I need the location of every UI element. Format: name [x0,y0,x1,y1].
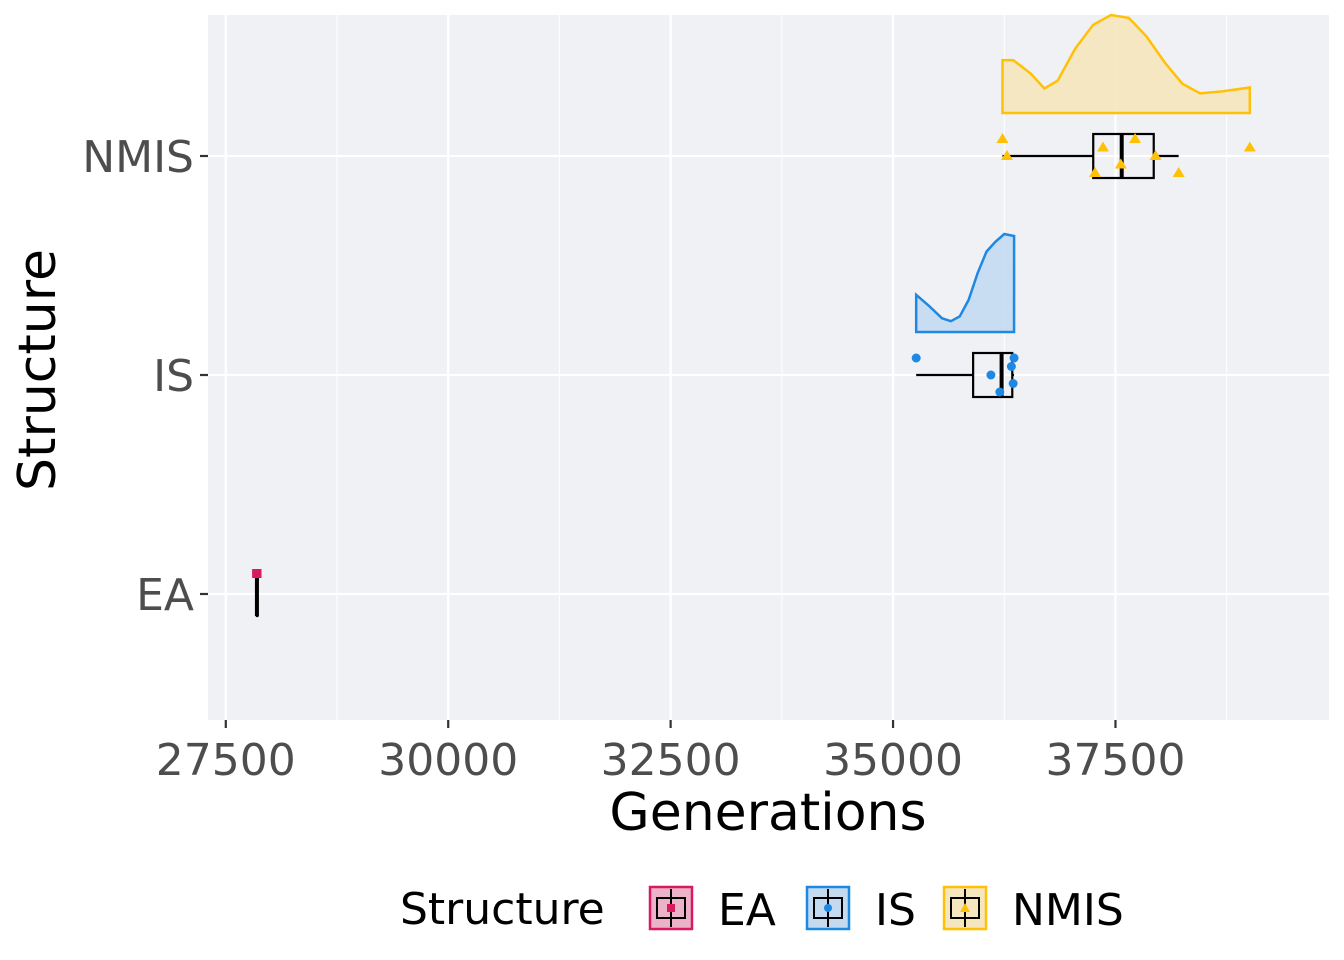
point-nmis [996,133,1009,143]
legend-marker [667,904,675,912]
x-tick-label: 32500 [601,735,741,786]
density-cloud-is [914,232,1016,334]
legend-marker [824,904,832,912]
legend-box [950,897,980,919]
density-clouds [914,13,1252,334]
point-is [911,353,921,363]
legend: Structure EA IS NMIS [400,884,1124,936]
axes: 27500 30000 32500 35000 37500 EA IS NMIS [82,132,1185,786]
point-ea [252,569,262,578]
point-is [1006,362,1016,371]
point-is [995,387,1005,397]
density-cloud-nmis [1001,13,1252,115]
legend-title: Structure [400,884,605,935]
point-is [1009,353,1019,363]
grid-lines [208,15,1329,720]
box-is [972,351,1014,399]
point-nmis [1089,167,1102,177]
point-nmis [1243,141,1256,152]
legend-box [656,897,686,919]
x-tick-label: 35000 [823,735,963,786]
legend-box [813,897,843,919]
y-tick-label: EA [136,570,194,621]
x-tick-label: 27500 [156,735,296,786]
y-tick-label: IS [153,351,194,402]
point-nmis [1114,158,1127,169]
y-tick-label: NMIS [82,132,194,183]
data-points [252,133,1256,578]
y-axis-title: Structure [8,249,68,491]
x-tick-label: 30000 [378,735,518,786]
point-nmis [1097,141,1110,152]
point-nmis [1129,133,1142,143]
x-tick-label: 37500 [1045,735,1185,786]
legend-marker [960,903,970,912]
point-nmis [1149,150,1162,160]
point-nmis [1172,167,1185,177]
point-is [1008,379,1018,388]
legend-label-nmis: NMIS [1012,885,1124,936]
legend-label-ea: EA [718,885,776,936]
x-axis-title: Generations [609,783,926,843]
point-is [986,370,996,380]
legend-label-is: IS [875,885,916,936]
point-nmis [1000,150,1013,160]
plot-panel [208,15,1329,720]
